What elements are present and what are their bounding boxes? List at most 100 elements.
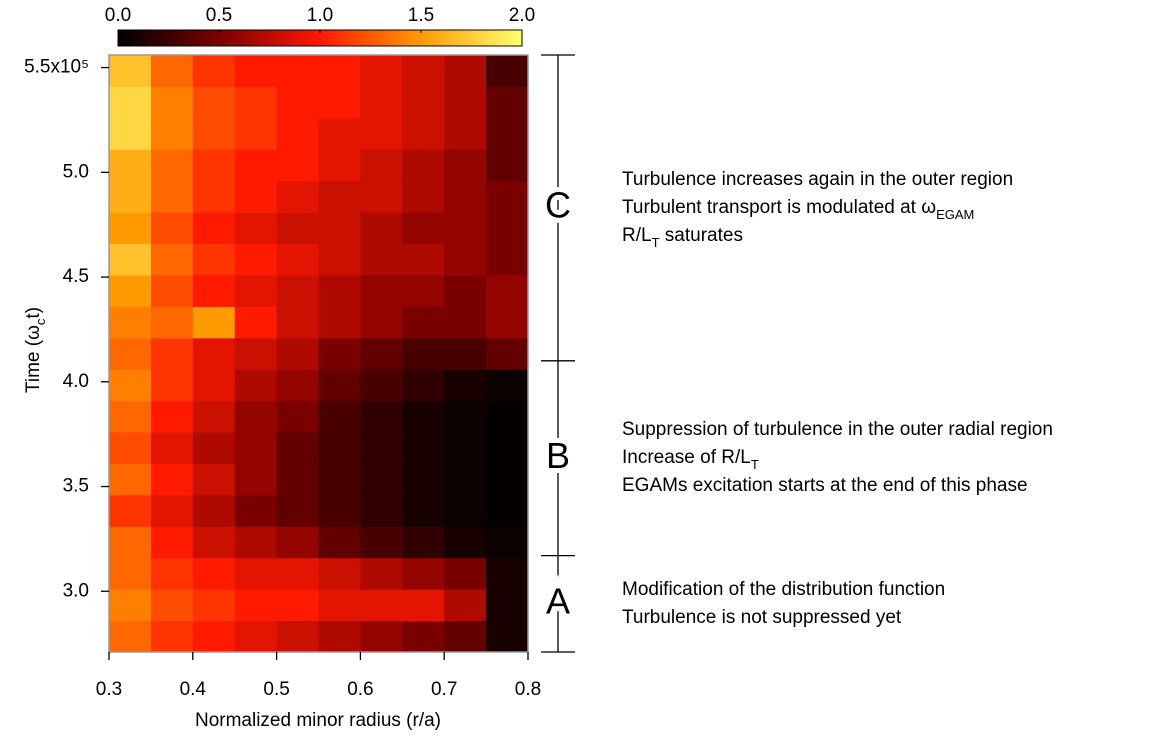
- heatmap-cell: [192, 180, 236, 213]
- heatmap-cell: [486, 620, 529, 653]
- heatmap-cell: [360, 306, 403, 339]
- heatmap-cell: [486, 86, 529, 119]
- heatmap-cell: [486, 369, 529, 402]
- label-part: Time (ω: [23, 325, 44, 393]
- heatmap-cell: [318, 117, 361, 150]
- heatmap-cell: [192, 337, 236, 370]
- heatmap-cell: [234, 369, 278, 402]
- heatmap-cell: [486, 55, 529, 87]
- heatmap-cell: [444, 432, 487, 464]
- subscript: EGAM: [936, 207, 974, 222]
- heatmap-cell: [402, 243, 445, 276]
- heatmap-cell: [444, 86, 487, 119]
- heatmap-cell: [234, 306, 278, 339]
- heatmap-cell: [486, 400, 529, 433]
- x-tick-label: 0.4: [180, 679, 207, 700]
- heatmap-cell: [109, 180, 152, 213]
- heatmap-cell: [234, 180, 278, 213]
- label-part: t): [23, 307, 44, 319]
- heatmap-cell: [276, 432, 319, 464]
- plot-frame: [108, 54, 529, 653]
- heatmap-cell: [192, 557, 236, 590]
- heatmap-cell: [318, 86, 361, 119]
- heatmap-cell: [109, 337, 152, 370]
- heatmap-cell: [109, 494, 152, 527]
- heatmap-cell: [318, 463, 361, 496]
- heatmap-cell: [109, 306, 152, 339]
- heatmap-cell: [402, 117, 445, 150]
- heatmap-cell: [486, 149, 529, 182]
- heatmap-cell: [192, 55, 236, 87]
- heatmap-cell: [109, 243, 152, 276]
- heatmap-cell: [276, 274, 319, 307]
- heatmap-cell: [444, 243, 487, 276]
- colorbar-tick-label: 0.0: [105, 5, 131, 26]
- heatmap-cell: [109, 620, 152, 653]
- subscript: c: [33, 318, 48, 325]
- heatmap-cell: [360, 526, 403, 559]
- heatmap-cell: [276, 400, 319, 433]
- heatmap-cell: [486, 274, 529, 307]
- annotation: Turbulence increases again in the outer …: [622, 169, 1013, 190]
- heatmap-cell: [402, 432, 445, 464]
- heatmap-cell: [150, 589, 194, 622]
- annotation-part: Turbulence is not suppressed yet: [622, 607, 902, 628]
- heatmap-cell: [360, 557, 403, 590]
- annotation: Turbulent transport is modulated at ωEGA…: [622, 197, 974, 222]
- heatmap-cell: [234, 400, 278, 433]
- x-axis-label: Normalized minor radius (r/a): [195, 710, 441, 731]
- heatmap-cell: [444, 557, 487, 590]
- y-tick-label: 4.0: [63, 371, 89, 392]
- heatmap-cell: [192, 369, 236, 402]
- heatmap-cell: [318, 274, 361, 307]
- heatmap-cell: [192, 494, 236, 527]
- x-tick-label: 0.5: [263, 679, 289, 700]
- heatmap-cell: [402, 400, 445, 433]
- heatmap-cell: [486, 432, 529, 464]
- heatmap-cell: [318, 149, 361, 182]
- heatmap-cell: [486, 212, 529, 245]
- heatmap-cell: [444, 494, 487, 527]
- heatmap-cell: [402, 306, 445, 339]
- heatmap-cell: [318, 212, 361, 245]
- heatmap-cell: [192, 212, 236, 245]
- heatmap-cell: [444, 55, 487, 87]
- heatmap-cell: [486, 463, 529, 496]
- annotation: Suppression of turbulence in the outer r…: [622, 419, 1053, 440]
- heatmap-cell: [109, 557, 152, 590]
- heatmap-cell: [276, 243, 319, 276]
- heatmap-cell: [486, 494, 529, 527]
- heatmap-cell: [486, 243, 529, 276]
- heatmap-cell: [360, 432, 403, 464]
- heatmap-cell: [234, 589, 278, 622]
- annotation: Modification of the distribution functio…: [622, 579, 945, 600]
- heatmap-cell: [109, 117, 152, 150]
- heatmap-cell: [276, 589, 319, 622]
- colorbar-tick-label: 0.5: [206, 5, 232, 26]
- heatmap-cell: [109, 86, 152, 119]
- heatmap-cell: [486, 306, 529, 339]
- heatmap-cell: [150, 243, 194, 276]
- heatmap-cell: [276, 620, 319, 653]
- heatmap-cell: [192, 243, 236, 276]
- heatmap-cell: [360, 180, 403, 213]
- annotation: Increase of R/LT: [622, 447, 759, 472]
- heatmap-cell: [318, 494, 361, 527]
- heatmap-cell: [109, 369, 152, 402]
- heatmap-cell: [276, 117, 319, 150]
- colorbar-tick-label: 2.0: [509, 5, 535, 26]
- heatmap-cell: [318, 589, 361, 622]
- heatmap-cell: [444, 337, 487, 370]
- heatmap-cell: [360, 337, 403, 370]
- annotation-part: R/L: [622, 225, 652, 246]
- annotation: EGAMs excitation starts at the end of th…: [622, 475, 1028, 496]
- x-tick-label: 0.7: [431, 679, 457, 700]
- heatmap-cell: [150, 369, 194, 402]
- colorbar-tick-label: 1.5: [408, 5, 434, 26]
- heatmap-cell: [318, 526, 361, 559]
- heatmap-cell: [150, 86, 194, 119]
- x-tick-label: 0.3: [96, 679, 122, 700]
- heatmap-cell: [234, 243, 278, 276]
- heatmap-cell: [360, 620, 403, 653]
- y-tick-label: 3.0: [63, 580, 89, 601]
